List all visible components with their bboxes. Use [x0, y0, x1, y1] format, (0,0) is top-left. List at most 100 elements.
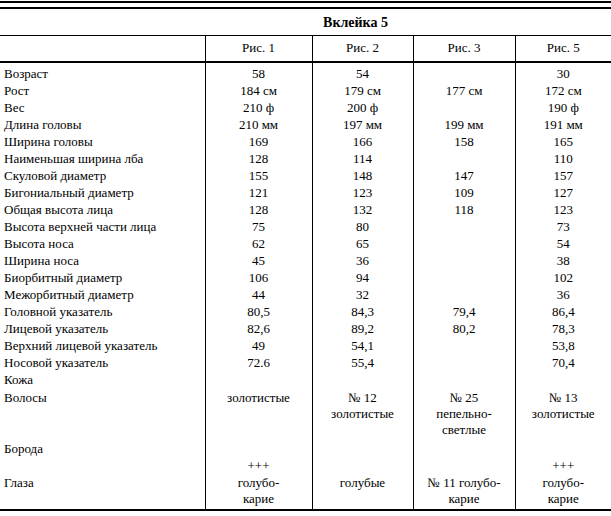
value-cell: 210 мм	[205, 117, 312, 134]
row-label: Вес	[0, 100, 205, 117]
value-cell: 166	[312, 134, 413, 151]
table-row: ++++++	[0, 458, 611, 475]
column-header-fig1: Рис. 1	[205, 36, 312, 63]
value-cell: 123	[515, 202, 611, 219]
table-row: Возраст585430	[0, 62, 611, 83]
value-cell: 147	[413, 168, 515, 185]
row-label	[0, 458, 205, 475]
table-row: Кожа	[0, 372, 611, 389]
table-row: Головной указатель80,584,379,486,4	[0, 304, 611, 321]
table-row: Верхний лицевой указатель4954,153,8	[0, 338, 611, 355]
data-table: Рис. 1 Рис. 2 Рис. 3 Рис. 5 Возраст58543…	[0, 35, 611, 511]
value-cell: 44	[205, 287, 312, 304]
value-cell: 80,5	[205, 304, 312, 321]
table-row: Высота верхней части лица7580 73	[0, 219, 611, 236]
value-cell	[413, 151, 515, 168]
row-label: Ширина носа	[0, 253, 205, 270]
value-cell: 78,3	[515, 321, 611, 338]
table-row: Наименьшая ширина лба128114 110	[0, 151, 611, 168]
row-label: Волосы	[0, 390, 205, 441]
top-double-rule	[0, 1, 611, 9]
value-cell	[515, 441, 611, 458]
value-cell	[413, 219, 515, 236]
value-cell: 121	[205, 185, 312, 202]
value-cell: 123	[312, 185, 413, 202]
value-cell: 158	[413, 134, 515, 151]
table-row: Скуловой диаметр155148147157	[0, 168, 611, 185]
header-row: Рис. 1 Рис. 2 Рис. 3 Рис. 5	[0, 36, 611, 63]
table-header: Рис. 1 Рис. 2 Рис. 3 Рис. 5	[0, 36, 611, 63]
value-cell	[312, 372, 413, 389]
value-cell: 73	[515, 219, 611, 236]
value-cell	[413, 458, 515, 475]
value-cell: 102	[515, 270, 611, 287]
row-label: Борода	[0, 441, 205, 458]
value-cell	[413, 441, 515, 458]
value-cell	[413, 338, 515, 355]
row-label: Носовой указатель	[0, 355, 205, 372]
value-cell: 45	[205, 253, 312, 270]
row-label: Общая высота лица	[0, 202, 205, 219]
value-cell: 177 см	[413, 83, 515, 100]
value-cell: 199 мм	[413, 117, 515, 134]
value-cell: 84,3	[312, 304, 413, 321]
value-cell: 75	[205, 219, 312, 236]
table-title: Вклейка 5	[0, 9, 611, 35]
row-label: Глаза	[0, 475, 205, 510]
value-cell: 148	[312, 168, 413, 185]
value-cell	[413, 287, 515, 304]
value-cell: № 13 золотистые	[515, 390, 611, 441]
scanned-table-page: Вклейка 5 Рис. 1 Рис. 2 Рис. 3 Рис. 5 Во…	[0, 0, 611, 516]
value-cell: 82,6	[205, 321, 312, 338]
value-cell: 127	[515, 185, 611, 202]
table-row: Общая высота лица128132118123	[0, 202, 611, 219]
row-label: Высота носа	[0, 236, 205, 253]
value-cell: 72.6	[205, 355, 312, 372]
value-cell	[312, 441, 413, 458]
row-label: Наименьшая ширина лба	[0, 151, 205, 168]
value-cell: 110	[515, 151, 611, 168]
value-cell: 30	[515, 62, 611, 83]
value-cell	[413, 270, 515, 287]
value-cell: 32	[312, 287, 413, 304]
value-cell: 54	[312, 62, 413, 83]
value-cell: 54,1	[312, 338, 413, 355]
value-cell: 86,4	[515, 304, 611, 321]
row-label: Биорбитный диаметр	[0, 270, 205, 287]
value-cell: 200 ф	[312, 100, 413, 117]
value-cell	[515, 372, 611, 389]
value-cell: 38	[515, 253, 611, 270]
value-cell	[205, 372, 312, 389]
value-cell: 49	[205, 338, 312, 355]
value-cell: голубо- карие	[515, 475, 611, 510]
table-row: Биорбитный диаметр10694102	[0, 270, 611, 287]
value-cell: 172 см	[515, 83, 611, 100]
value-cell: 128	[205, 151, 312, 168]
row-label: Головной указатель	[0, 304, 205, 321]
row-label: Межорбитный диаметр	[0, 287, 205, 304]
table-row: Лицевой указатель82,689,280,278,3	[0, 321, 611, 338]
value-cell: 114	[312, 151, 413, 168]
value-cell: 118	[413, 202, 515, 219]
row-label: Высота верхней части лица	[0, 219, 205, 236]
value-cell: 80	[312, 219, 413, 236]
value-cell: 132	[312, 202, 413, 219]
value-cell: 94	[312, 270, 413, 287]
value-cell: 157	[515, 168, 611, 185]
value-cell: голубые	[312, 475, 413, 510]
value-cell: 80,2	[413, 321, 515, 338]
value-cell: 155	[205, 168, 312, 185]
value-cell: 54	[515, 236, 611, 253]
table-row: Ширина головы169166158165	[0, 134, 611, 151]
table-row: Бигониальный диаметр121123109127	[0, 185, 611, 202]
column-header-fig3: Рис. 3	[413, 36, 515, 63]
table-row: Волосызолотистые№ 12 золотистые№ 25 пепе…	[0, 390, 611, 441]
corner-cell	[0, 36, 205, 63]
value-cell	[312, 458, 413, 475]
value-cell	[205, 441, 312, 458]
table-row: Межорбитный диаметр443236	[0, 287, 611, 304]
table-row: Высота носа626554	[0, 236, 611, 253]
column-header-fig5: Рис. 5	[515, 36, 611, 63]
value-cell: 109	[413, 185, 515, 202]
table-row: Вес210 ф200 ф190 ф	[0, 100, 611, 117]
